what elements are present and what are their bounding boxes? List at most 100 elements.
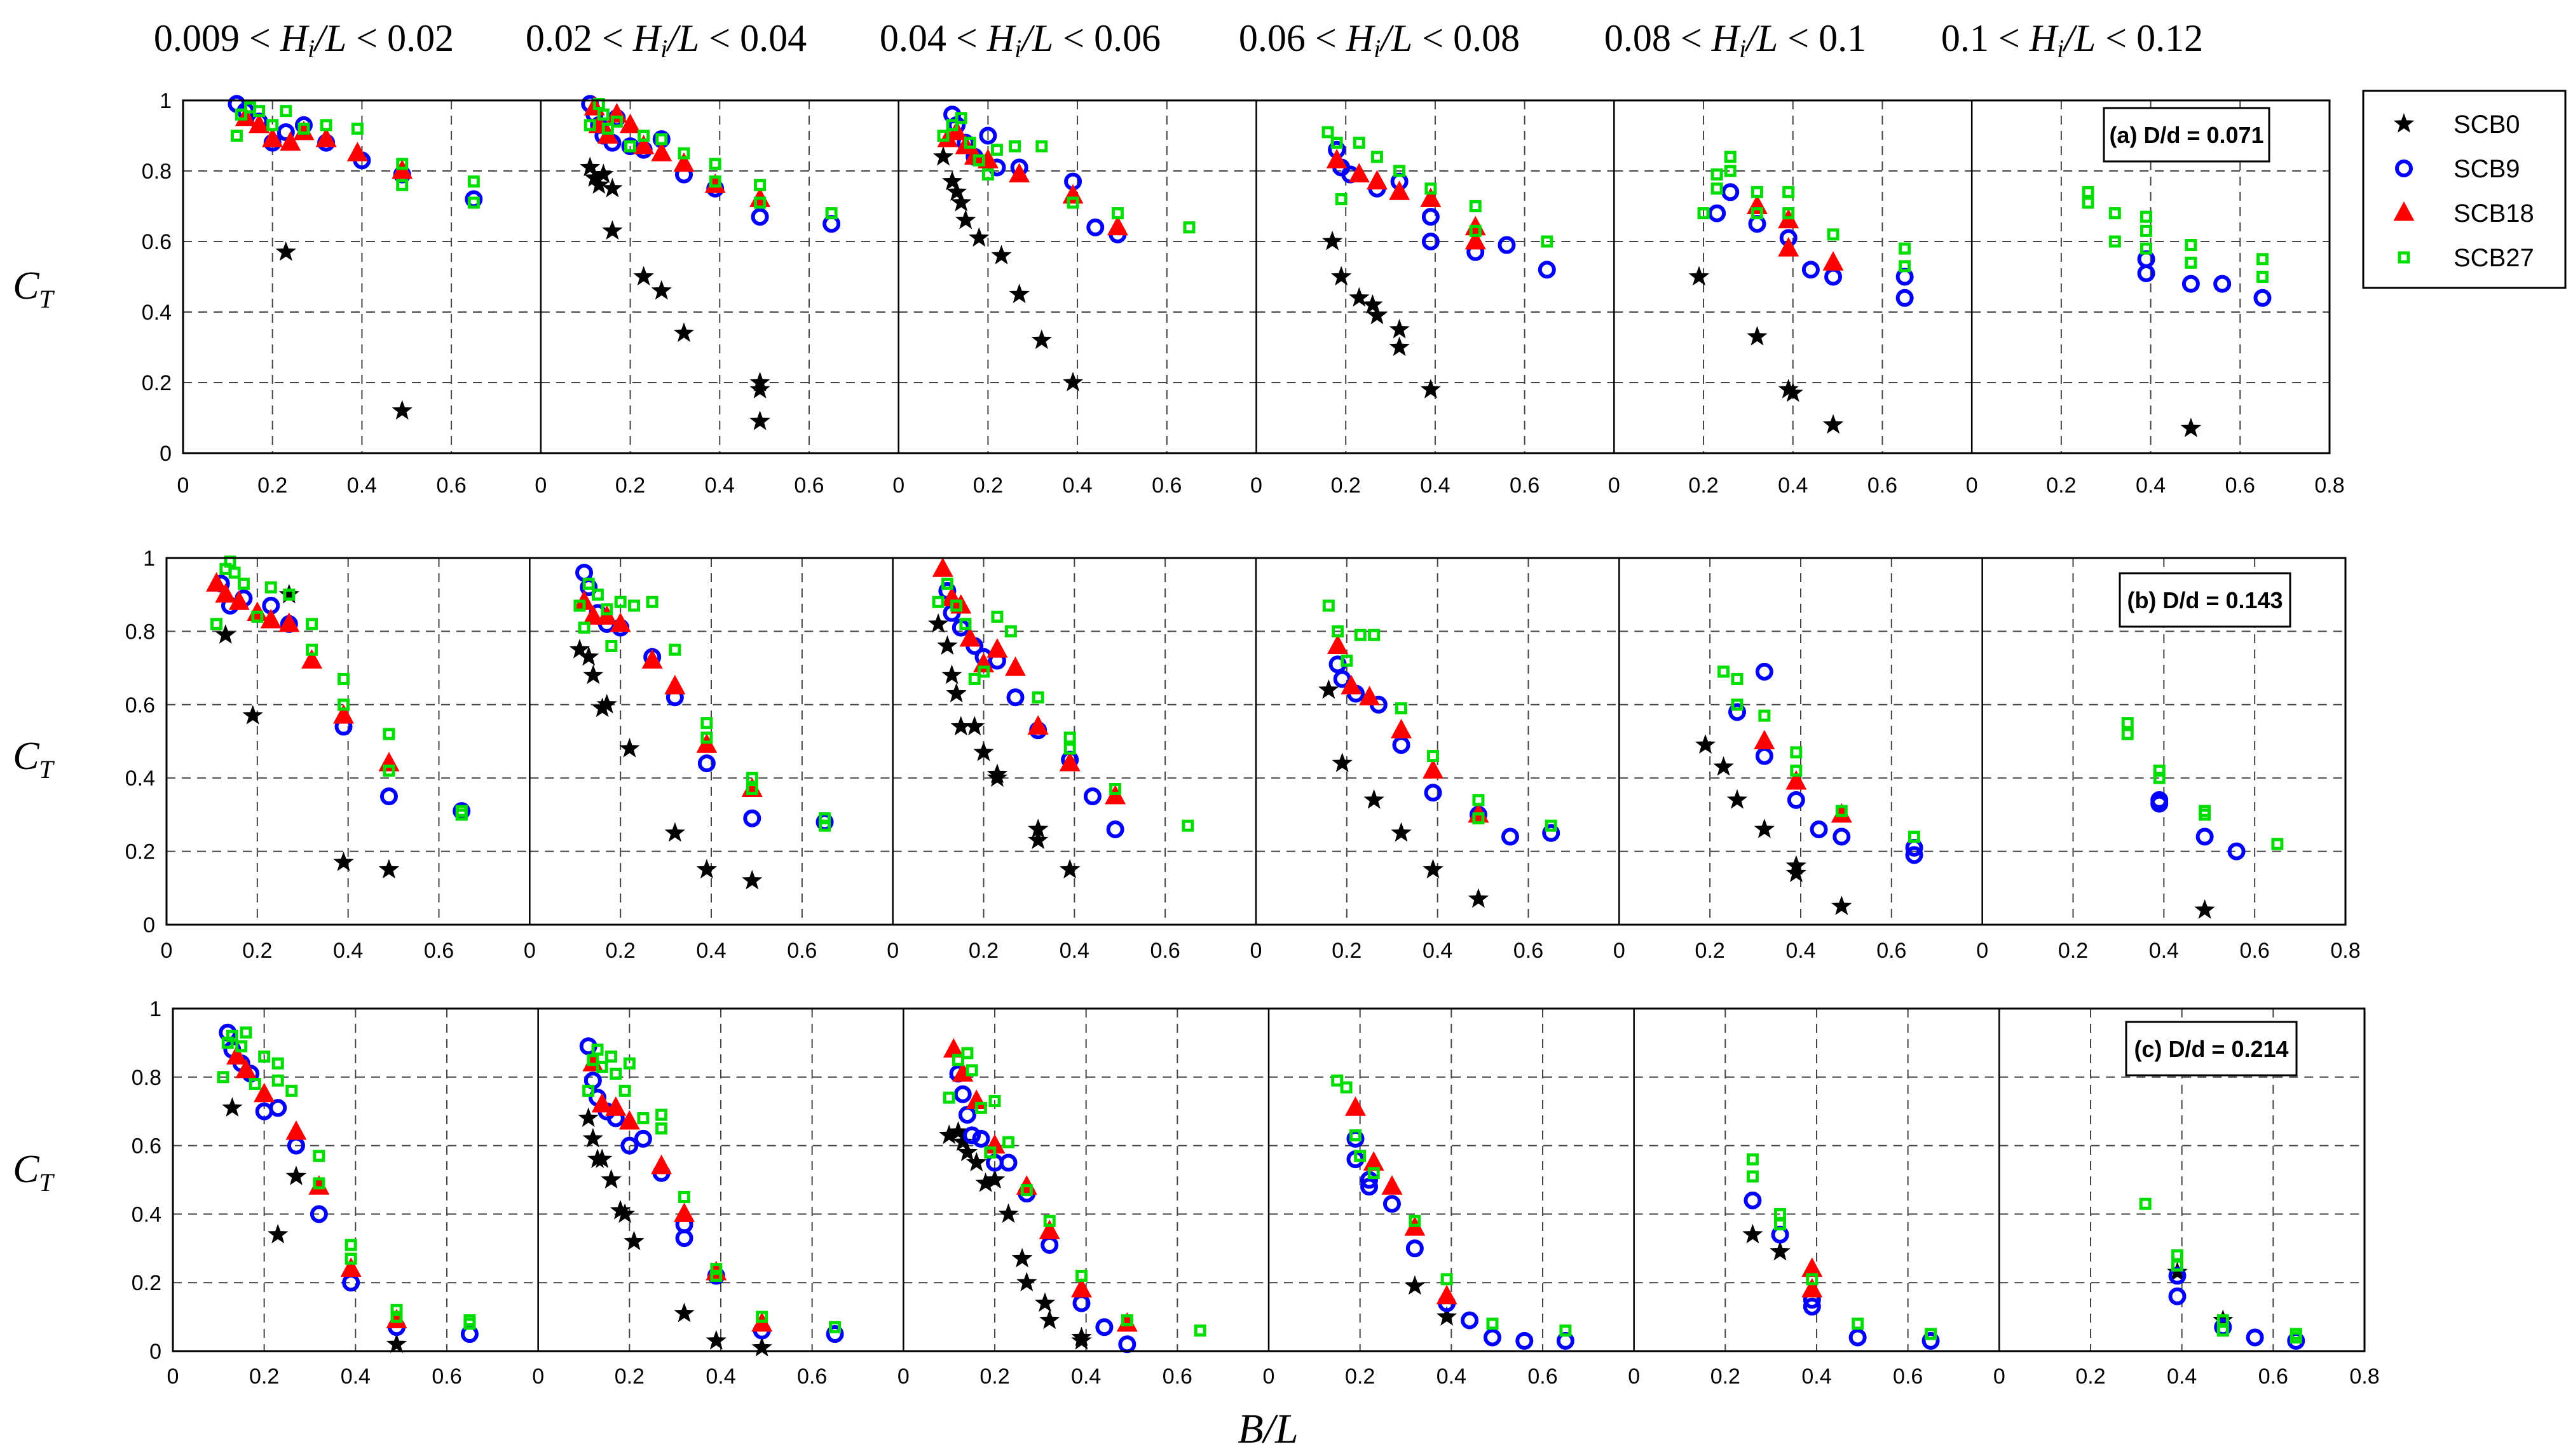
data-point-scb0 — [1016, 1272, 1037, 1291]
data-point-scb27 — [1710, 168, 1723, 181]
legend-marker-scb18 — [2393, 201, 2415, 221]
x-tick-label: 0 — [892, 473, 904, 498]
data-point-scb0 — [1770, 1241, 1791, 1261]
data-point-scb27 — [943, 1091, 955, 1104]
series-scb27 — [1331, 1074, 1572, 1337]
data-point-scb0 — [1331, 266, 1352, 286]
x-tick-label: 0.4 — [2167, 1364, 2197, 1389]
data-point-scb27 — [1121, 1314, 1133, 1326]
data-point-scb27 — [1370, 151, 1383, 163]
data-point-scb18 — [1822, 251, 1844, 271]
data-point-scb27 — [2185, 256, 2197, 269]
data-point-scb0 — [673, 322, 695, 343]
data-point-scb0 — [651, 280, 672, 300]
data-point-scb27 — [249, 1078, 261, 1091]
data-point-scb0 — [1831, 895, 1852, 915]
x-tick-label: 0.2 — [1695, 939, 1725, 963]
data-point-scb0 — [973, 741, 994, 761]
data-point-scb0 — [333, 851, 354, 871]
y-tick-label: 0.8 — [125, 620, 155, 644]
x-tick-label: 0 — [1628, 1364, 1640, 1389]
y-tick-label: 0 — [160, 442, 172, 466]
data-point-scb0 — [1362, 294, 1383, 314]
data-point-scb27 — [1751, 186, 1763, 198]
panel-b-2: 0 0.2 0.4 0.6 — [524, 558, 893, 963]
data-point-scb18 — [1801, 1277, 1823, 1298]
data-point-scb27 — [1109, 783, 1122, 796]
data-point-scb18 — [285, 1120, 307, 1140]
x-tick-label: 0.2 — [2058, 939, 2088, 963]
data-point-scb9 — [1461, 1311, 1479, 1330]
data-point-scb27 — [1925, 1328, 1937, 1340]
data-point-scb27 — [1731, 698, 1744, 711]
data-point-scb9 — [1905, 846, 1923, 864]
data-point-scb18 — [1464, 229, 1486, 250]
data-point-scb27 — [1440, 1273, 1453, 1286]
panel-b-3: 0 0.2 0.4 0.6 — [887, 557, 1256, 963]
data-point-scb0 — [1009, 283, 1030, 303]
data-point-scb27 — [605, 639, 618, 652]
data-point-scb27 — [1393, 165, 1406, 177]
data-point-scb0 — [1747, 325, 1768, 346]
series-scb27 — [2139, 1197, 2302, 1344]
x-tick-label: 0.2 — [1710, 1364, 1740, 1389]
data-point-scb0 — [615, 1203, 636, 1223]
data-point-scb18 — [1027, 715, 1049, 735]
data-point-scb0 — [998, 1203, 1019, 1223]
data-point-scb27 — [1335, 193, 1348, 205]
data-point-scb27 — [1183, 221, 1196, 234]
ratio-label-1: 0.009 < Hi/L < 0.02 — [154, 17, 454, 63]
legend-marker-scb9 — [2395, 160, 2413, 177]
x-tick-label: 0 — [887, 939, 899, 963]
data-point-scb9 — [620, 1136, 639, 1155]
data-point-scb0 — [242, 705, 263, 725]
x-tick-label: 0.2 — [973, 473, 1003, 498]
data-point-scb27 — [1043, 1214, 1056, 1227]
data-point-scb9 — [1787, 791, 1805, 809]
data-point-scb27 — [280, 105, 292, 118]
data-point-scb27 — [1322, 599, 1335, 612]
data-point-scb9 — [310, 1205, 328, 1223]
x-tick-label: 0.4 — [341, 1364, 371, 1389]
x-tick-label: 0.6 — [1876, 939, 1906, 963]
data-point-scb27 — [1908, 831, 1921, 843]
data-point-scb0 — [593, 163, 614, 184]
x-tick-label: 0.4 — [347, 473, 377, 498]
data-point-scb18 — [674, 1202, 695, 1222]
y-axis-title: CT — [13, 264, 55, 313]
data-point-scb27 — [1409, 1214, 1421, 1227]
data-point-scb27 — [710, 1263, 723, 1276]
y-axis-title: CT — [13, 735, 55, 784]
data-point-scb27 — [756, 1310, 768, 1323]
data-point-scb0 — [952, 1131, 973, 1151]
data-point-scb27 — [746, 783, 758, 796]
data-point-scb27 — [455, 808, 468, 821]
x-tick-label: 0.4 — [1801, 1364, 1831, 1389]
panel-a-5: 0 0.2 0.4 0.6 — [1608, 100, 1972, 498]
data-point-scb27 — [655, 1122, 668, 1135]
data-point-scb27 — [605, 1050, 618, 1063]
legend-label: SCB18 — [2454, 200, 2534, 228]
data-point-scb9 — [697, 754, 716, 773]
data-point-scb27 — [240, 1026, 252, 1039]
data-point-scb27 — [2216, 1324, 2229, 1337]
data-point-scb18 — [1778, 236, 1799, 257]
x-tick-label: 0.2 — [257, 473, 287, 498]
x-tick-label: 0 — [161, 939, 173, 963]
x-tick-label: 0.6 — [794, 473, 824, 498]
data-point-scb9 — [2168, 1287, 2187, 1305]
data-point-scb0 — [1071, 1330, 1092, 1350]
x-tick-label: 0.2 — [2046, 473, 2076, 498]
data-point-scb27 — [306, 618, 318, 630]
data-point-scb18 — [260, 608, 282, 629]
x-tick-label: 0.4 — [1420, 473, 1450, 498]
data-point-scb27 — [637, 1112, 650, 1124]
series-scb18 — [932, 557, 1126, 805]
data-point-scb27 — [669, 643, 681, 656]
data-point-scb18 — [1420, 187, 1442, 207]
data-point-scb18 — [315, 127, 337, 147]
data-point-scb18 — [1348, 163, 1370, 183]
panel-b-5: 0 0.2 0.4 0.6 — [1613, 558, 1983, 963]
data-point-scb0 — [601, 1169, 622, 1189]
data-point-scb27 — [978, 665, 990, 678]
